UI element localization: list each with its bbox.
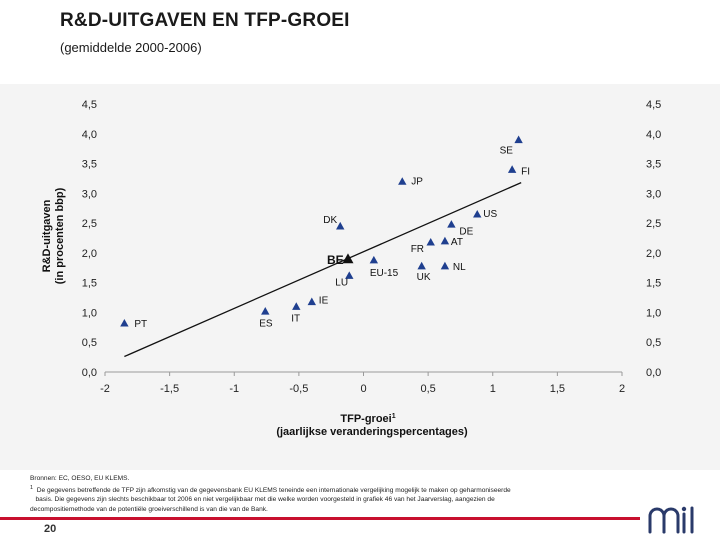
page-subtitle: (gemiddelde 2000-2006) bbox=[60, 40, 202, 55]
x-axis-label-superscript: 1 bbox=[392, 413, 396, 420]
y-tick-label-left: 1,0 bbox=[82, 307, 97, 319]
y-tick-label-left: 2,5 bbox=[82, 218, 97, 230]
point-label-ie: IE bbox=[319, 296, 329, 307]
x-tick-label: 1,5 bbox=[550, 383, 565, 395]
point-label-lu: LU bbox=[335, 278, 348, 289]
y-tick-label-left: 1,5 bbox=[82, 278, 97, 290]
point-label-dk: DK bbox=[323, 215, 337, 226]
x-tick-label: 0 bbox=[360, 383, 366, 395]
x-tick-label: -0,5 bbox=[289, 383, 308, 395]
footnote-mark: 1 bbox=[30, 484, 34, 491]
y-axis-label: R&D-uitgaven bbox=[41, 199, 53, 272]
point-label-nl: NL bbox=[453, 262, 466, 273]
footer-divider bbox=[0, 517, 640, 520]
chart-background bbox=[0, 84, 720, 470]
scatter-chart: 0,0 0,0 0,5 0,5 1,0 1,0 1,5 1,5 2,0 2,0 2,5 2,5 3,0 3… bbox=[41, 99, 661, 438]
data-point-nl bbox=[440, 261, 450, 270]
point-label-uk: UK bbox=[417, 272, 431, 283]
point-label-se: SE bbox=[500, 146, 514, 157]
point-label-be: BE bbox=[327, 253, 344, 267]
data-point-es bbox=[261, 307, 270, 315]
y-tick-label-right: 4,0 bbox=[646, 129, 661, 141]
point-label-it: IT bbox=[291, 313, 300, 324]
y-tick-label-right: 3,5 bbox=[646, 159, 661, 171]
y-tick-label-right: 1,0 bbox=[646, 307, 661, 319]
x-tick-label: 0,5 bbox=[420, 383, 435, 395]
point-label-es: ES bbox=[259, 318, 273, 329]
y-tick-label-left: 2,0 bbox=[82, 248, 97, 260]
data-point-fi bbox=[507, 165, 517, 173]
bank-logo-icon bbox=[648, 506, 694, 534]
y-tick-label-right: 4,5 bbox=[646, 99, 661, 111]
y-tick-label-left: 0,5 bbox=[82, 337, 97, 349]
footnote-line: basis. Die gegevens zijn slechts beschik… bbox=[30, 495, 690, 505]
point-label-fi: FI bbox=[521, 167, 530, 178]
svg-text:TFP-groei1: TFP-groei1 bbox=[340, 413, 395, 425]
data-point-dk bbox=[336, 221, 345, 230]
point-label-fr: FR bbox=[411, 244, 424, 255]
y-tick-label-right: 1,5 bbox=[646, 278, 661, 290]
data-point-se bbox=[514, 135, 523, 144]
y-tick-label-right: 2,5 bbox=[646, 218, 661, 230]
x-tick-label: -1,5 bbox=[160, 383, 179, 395]
x-axis-label: TFP-groei bbox=[340, 413, 391, 425]
footnote-line: 1 De gegevens betreffende de TFP zijn af… bbox=[30, 484, 690, 496]
y-tick-label-left: 3,5 bbox=[82, 159, 97, 171]
data-point-fr bbox=[426, 237, 435, 246]
point-label-pt: PT bbox=[134, 319, 147, 330]
point-label-de: DE bbox=[459, 226, 473, 237]
point-label-at: AT bbox=[451, 237, 463, 248]
y-tick-label-left: 4,5 bbox=[82, 99, 97, 111]
point-label-eu-15: EU-15 bbox=[370, 268, 399, 279]
footnote-text-3: decompositiemethode van de potentiële gr… bbox=[30, 505, 268, 513]
data-point-pt bbox=[120, 318, 129, 327]
data-point-de bbox=[447, 220, 456, 228]
data-point-eu-15 bbox=[369, 255, 379, 264]
page-number: 20 bbox=[44, 523, 57, 535]
data-point-be bbox=[342, 253, 354, 264]
page-title: R&D-UITGAVEN EN TFP-GROEI bbox=[60, 10, 350, 31]
y-tick-label-left: 4,0 bbox=[82, 129, 97, 141]
data-point-uk bbox=[417, 261, 426, 270]
footnote-text-2: basis. Die gegevens zijn slechts beschik… bbox=[35, 496, 495, 504]
y-tick-label-right: 3,0 bbox=[646, 188, 661, 200]
trend-line bbox=[124, 182, 522, 358]
data-point-jp bbox=[398, 177, 407, 185]
data-point-at bbox=[440, 236, 450, 245]
data-point-us bbox=[473, 209, 482, 218]
y-tick-label-right: 2,0 bbox=[646, 248, 661, 260]
y-axis-sublabel: (in procenten bbp) bbox=[54, 187, 66, 284]
y-tick-label-right: 0,5 bbox=[646, 337, 661, 349]
y-tick-label-left: 0,0 bbox=[82, 367, 97, 379]
y-tick-label-right: 0,0 bbox=[646, 367, 661, 379]
x-tick-label: 2 bbox=[619, 383, 625, 395]
x-tick-label: -1 bbox=[229, 383, 239, 395]
data-point-it bbox=[292, 302, 301, 310]
point-label-us: US bbox=[483, 209, 497, 220]
source-note: Bronnen: EC, OESO, EU KLEMS. bbox=[30, 475, 130, 482]
data-point-ie bbox=[307, 297, 316, 306]
x-axis-sublabel: (jaarlijkse veranderingspercentages) bbox=[276, 426, 468, 438]
data-point-lu bbox=[345, 271, 354, 279]
x-tick-label: 1 bbox=[490, 383, 496, 395]
chart-notes: Bronnen: EC, OESO, EU KLEMS. 1 De gegeve… bbox=[30, 474, 690, 514]
y-tick-label-left: 3,0 bbox=[82, 188, 97, 200]
x-tick-label: -2 bbox=[100, 383, 110, 395]
point-label-jp: JP bbox=[411, 176, 423, 187]
footnote-text-1: De gegevens betreffende de TFP zijn afko… bbox=[36, 486, 511, 494]
